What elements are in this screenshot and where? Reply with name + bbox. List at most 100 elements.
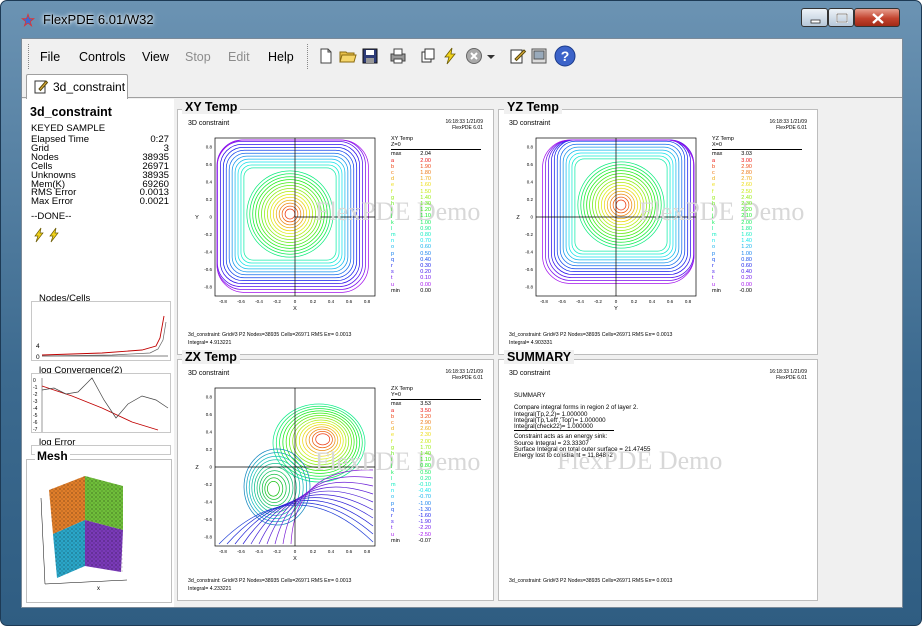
summary-footer: 3d_constraint: Grid#3 P2 Nodes=38935 Cel…	[509, 578, 673, 584]
plot-header-left: 3D constraint	[188, 120, 230, 127]
new-file-icon[interactable]	[317, 47, 335, 65]
copy-icon[interactable]	[419, 47, 437, 65]
legend-row: q -1.30	[391, 507, 431, 513]
client-area: File Controls View Stop Edit Help ? 3d_c…	[21, 38, 903, 608]
minimize-button[interactable]	[801, 8, 828, 27]
legend-key: max	[391, 401, 402, 408]
x-tick: -0.4	[576, 299, 584, 304]
legend-row: s 0.40	[712, 269, 752, 275]
contour-line	[218, 504, 374, 545]
contour-line	[315, 433, 331, 446]
contour-line	[295, 419, 347, 463]
legend-key: r	[391, 513, 393, 520]
legend-key: s	[391, 519, 394, 526]
legend-value: 2.90	[741, 163, 752, 170]
y-tick: 0.6	[206, 162, 213, 167]
legend-value: 2.00	[741, 219, 752, 226]
legend-key: a	[391, 157, 395, 164]
close-button[interactable]	[854, 8, 900, 27]
stop-circle-icon[interactable]	[465, 47, 483, 65]
legend-key: r	[391, 263, 393, 270]
legend-key: e	[391, 182, 395, 189]
legend-key: f	[391, 438, 393, 445]
legend-value: 0.30	[420, 263, 431, 270]
status-row: Elapsed Time 0:27	[31, 134, 169, 145]
title-bar[interactable]: FlexPDE 6.01/W32	[1, 1, 921, 37]
menu-view[interactable]: View	[142, 50, 169, 64]
contour-legend: XY Temp Z=0 max 2.04 a 2.00 b 1.90 c 1.80 d 1.70 e 1.…	[391, 136, 481, 294]
legend-key: s	[712, 269, 715, 276]
run-bolt-icon[interactable]	[441, 47, 459, 65]
y-tick: -5	[33, 413, 38, 419]
legend-row: b 3.20	[391, 414, 431, 420]
y-tick: 0	[209, 215, 212, 220]
plot-footer: 3d_constraint: Grid#3 P2 Nodes=38935 Cel…	[188, 578, 352, 584]
x-tick: -0.8	[540, 299, 548, 304]
legend-value: 3.00	[741, 157, 752, 164]
plot-header-right: FlexPDE 6.01	[452, 125, 483, 131]
legend-value: -0.07	[418, 537, 431, 544]
plot-panel-yz[interactable]: -0.8 -0.6 -0.4 -0.2 0 0.2 0.4 0.6 0.8 0.8 0.6 0.4 0.…	[498, 109, 818, 355]
maximize-button[interactable]	[828, 8, 854, 27]
legend-row: t 0.10	[391, 275, 431, 281]
plot-header-right: 16:18:33 1/21/09	[445, 369, 483, 375]
legend-key: o	[391, 494, 395, 501]
legend-key: h	[712, 201, 716, 208]
menu-stop[interactable]: Stop	[185, 50, 211, 64]
status-key: RMS Error	[31, 187, 77, 199]
legend-row: n 1.40	[712, 238, 752, 244]
legend-key: j	[712, 213, 714, 220]
contour-line	[603, 187, 639, 223]
legend-row: s 0.20	[391, 269, 431, 275]
legend-row: f 2.00	[391, 439, 431, 445]
menu-grip[interactable]	[28, 44, 31, 69]
open-folder-icon[interactable]	[339, 47, 357, 65]
legend-key: a	[391, 407, 395, 414]
menu-edit[interactable]: Edit	[228, 50, 250, 64]
contour-line	[259, 470, 290, 507]
legend-row: c 2.80	[712, 170, 752, 176]
legend-row: r 0.30	[391, 263, 431, 269]
legend-key: s	[391, 269, 394, 276]
dropdown-arrow-icon[interactable]	[486, 47, 496, 65]
help-icon[interactable]: ?	[554, 45, 576, 67]
legend-value: 0.00	[741, 281, 752, 288]
x-tick: 0.2	[310, 299, 317, 304]
plot-panel-zx[interactable]: -0.8 -0.6 -0.4 -0.2 0 0.2 0.4 0.6 0.8 0.8 0.6 0.4 0.…	[177, 359, 494, 601]
menu-file[interactable]: File	[40, 50, 61, 64]
tab-3d-constraint[interactable]: 3d_constraint	[26, 74, 128, 99]
legend-value: 2.80	[741, 170, 752, 177]
summary-line: Constraint acts as an energy sink:	[514, 433, 608, 440]
y-tick: -1	[33, 385, 38, 391]
legend-row: i 1.20	[391, 207, 431, 213]
y-tick: -6	[33, 420, 38, 426]
legend-value: 0.40	[741, 269, 752, 276]
y-tick: -0.2	[525, 232, 533, 237]
menu-controls[interactable]: Controls	[79, 50, 126, 64]
legend-value: 1.40	[420, 451, 431, 458]
x-tick: 0.4	[328, 299, 335, 304]
legend-value: 2.70	[741, 176, 752, 183]
status-row: Max Error 0.0021	[31, 196, 169, 207]
menu-help[interactable]: Help	[268, 50, 294, 64]
legend-divider	[712, 149, 802, 151]
print-icon[interactable]	[389, 47, 407, 65]
edit-script-icon[interactable]	[509, 47, 527, 65]
toolbar-grip[interactable]	[307, 44, 310, 69]
plot-header-right: FlexPDE 6.01	[452, 375, 483, 381]
legend-key: t	[391, 525, 393, 532]
legend-value: 2.20	[741, 207, 752, 214]
contour-line	[240, 164, 340, 264]
save-icon[interactable]	[361, 47, 379, 65]
x-tick: 0	[294, 549, 297, 554]
contour-plot-xy: -0.8 -0.6 -0.4 -0.2 0 0.2 0.4 0.6 0.8 0.8 0.6 0.4 0.…	[195, 137, 376, 312]
contour-line	[542, 139, 695, 284]
contour-line	[234, 500, 374, 545]
plot-panel-xy[interactable]: -0.8 -0.6 -0.4 -0.2 0 0.2 0.4 0.6 0.8 0.8 0.6 0.4 0.…	[177, 109, 494, 355]
legend-row: c 1.80	[391, 170, 431, 176]
contour-line	[246, 170, 334, 258]
view-icon[interactable]	[530, 47, 548, 65]
summary-panel[interactable]: 3D constraint 16:18:33 1/21/09 FlexPDE 6.0…	[498, 359, 818, 601]
status-key: Mem(K)	[31, 178, 66, 190]
legend-key: i	[391, 207, 393, 214]
